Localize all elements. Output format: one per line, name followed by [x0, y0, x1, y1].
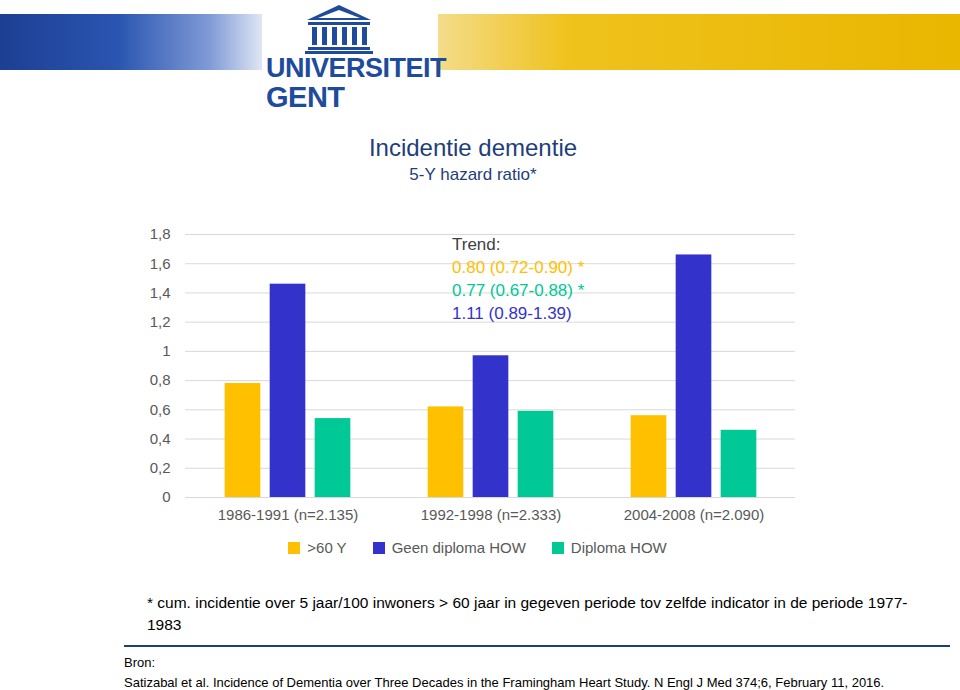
html-text:0.77 (0.67-0.88) *: 0.77 (0.67-0.88) *: [452, 281, 585, 300]
html-text:Bron:: Bron:: [124, 655, 156, 670]
svg-text:0,2: 0,2: [150, 459, 171, 476]
html-text:5-Y hazard ratio*: 5-Y hazard ratio*: [409, 165, 537, 184]
svg-text:0,8: 0,8: [150, 371, 171, 388]
svg-text:1992-1998 (n=2.333): 1992-1998 (n=2.333): [421, 506, 562, 523]
html-text:UNIVERSITEIT: UNIVERSITEIT: [266, 53, 446, 83]
svg-text:1: 1: [162, 342, 170, 359]
html-text:>60 Y: >60 Y: [307, 539, 347, 556]
svg-text:1,6: 1,6: [150, 255, 171, 272]
svg-text:0: 0: [162, 488, 170, 505]
html-text:Diploma HOW: Diploma HOW: [570, 539, 667, 556]
html-text:1.11 (0.89-1.39): 1.11 (0.89-1.39): [452, 304, 572, 323]
svg-text:1,2: 1,2: [150, 313, 171, 330]
html-text:0.80 (0.72-0.90) *: 0.80 (0.72-0.90) *: [452, 258, 585, 277]
html-text:GENT: GENT: [266, 81, 345, 113]
svg-text:2004-2008 (n=2.090): 2004-2008 (n=2.090): [624, 506, 765, 523]
html-text:Satizabal et al. Incidence of: Satizabal et al. Incidence of Dementia o…: [124, 675, 885, 690]
svg-text:0,4: 0,4: [150, 430, 171, 447]
html-text:* cum. incidentie over 5 jaar/: * cum. incidentie over 5 jaar/100 inwone…: [147, 594, 908, 633]
svg-text:1,4: 1,4: [150, 284, 171, 301]
html-text:Trend:: Trend:: [452, 235, 501, 254]
svg-text:0,6: 0,6: [150, 401, 171, 418]
svg-text:1986-1991 (n=2.135): 1986-1991 (n=2.135): [218, 506, 359, 523]
html-text:Incidentie dementie: Incidentie dementie: [368, 134, 578, 161]
svg-text:1,8: 1,8: [150, 225, 171, 242]
html-text:Geen diploma HOW: Geen diploma HOW: [391, 539, 526, 556]
